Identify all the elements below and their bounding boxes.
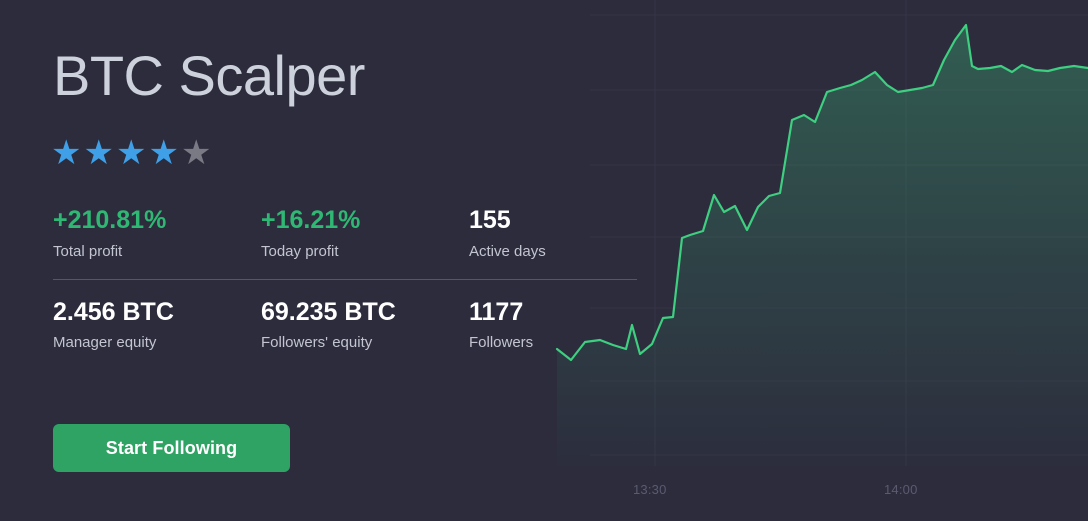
star-rating: ★ ★ ★ ★ ★ — [51, 136, 211, 170]
chart-gridlines — [590, 0, 1088, 466]
stat-label: Today profit — [261, 242, 339, 260]
star-icon[interactable]: ★ — [51, 134, 82, 172]
stat-total-profit: +210.81% Total profit — [53, 206, 261, 260]
stat-value: 2.456 BTC — [53, 297, 174, 326]
stat-today-profit: +16.21% Today profit — [261, 206, 469, 260]
stats-row-secondary: 2.456 BTC Manager equity 69.235 BTC Foll… — [53, 298, 643, 352]
stats-divider — [53, 278, 637, 280]
stat-manager-equity: 2.456 BTC Manager equity — [53, 298, 261, 352]
star-icon[interactable]: ★ — [83, 134, 114, 172]
stat-value: 155 — [469, 206, 511, 234]
stat-active-days: 155 Active days — [469, 206, 546, 260]
page-title: BTC Scalper — [53, 44, 365, 107]
stat-value: +210.81% — [53, 206, 167, 234]
star-icon[interactable]: ★ — [148, 134, 179, 172]
stat-label: Manager equity — [53, 334, 157, 351]
stat-value: 1177 — [469, 297, 524, 326]
star-icon[interactable]: ★ — [180, 134, 212, 172]
stats-block: +210.81% Total profit +16.21% Today prof… — [53, 206, 643, 351]
stat-followers-equity: 69.235 BTC Followers' equity — [261, 298, 469, 352]
chart-x-tick-label: 13:30 — [633, 482, 667, 497]
stat-label: Followers — [469, 334, 534, 351]
stat-value: +16.21% — [261, 206, 361, 234]
stat-followers-count: 1177 Followers — [469, 298, 533, 352]
stat-label: Total profit — [53, 242, 123, 260]
stat-label: Followers' equity — [261, 334, 373, 351]
stat-label: Active days — [469, 242, 546, 260]
stat-value: 69.235 BTC — [261, 297, 396, 326]
star-icon[interactable]: ★ — [115, 134, 147, 172]
stats-row-primary: +210.81% Total profit +16.21% Today prof… — [53, 206, 643, 260]
chart-x-tick-label: 14:00 — [884, 482, 918, 497]
start-following-button[interactable]: Start Following — [53, 424, 290, 472]
